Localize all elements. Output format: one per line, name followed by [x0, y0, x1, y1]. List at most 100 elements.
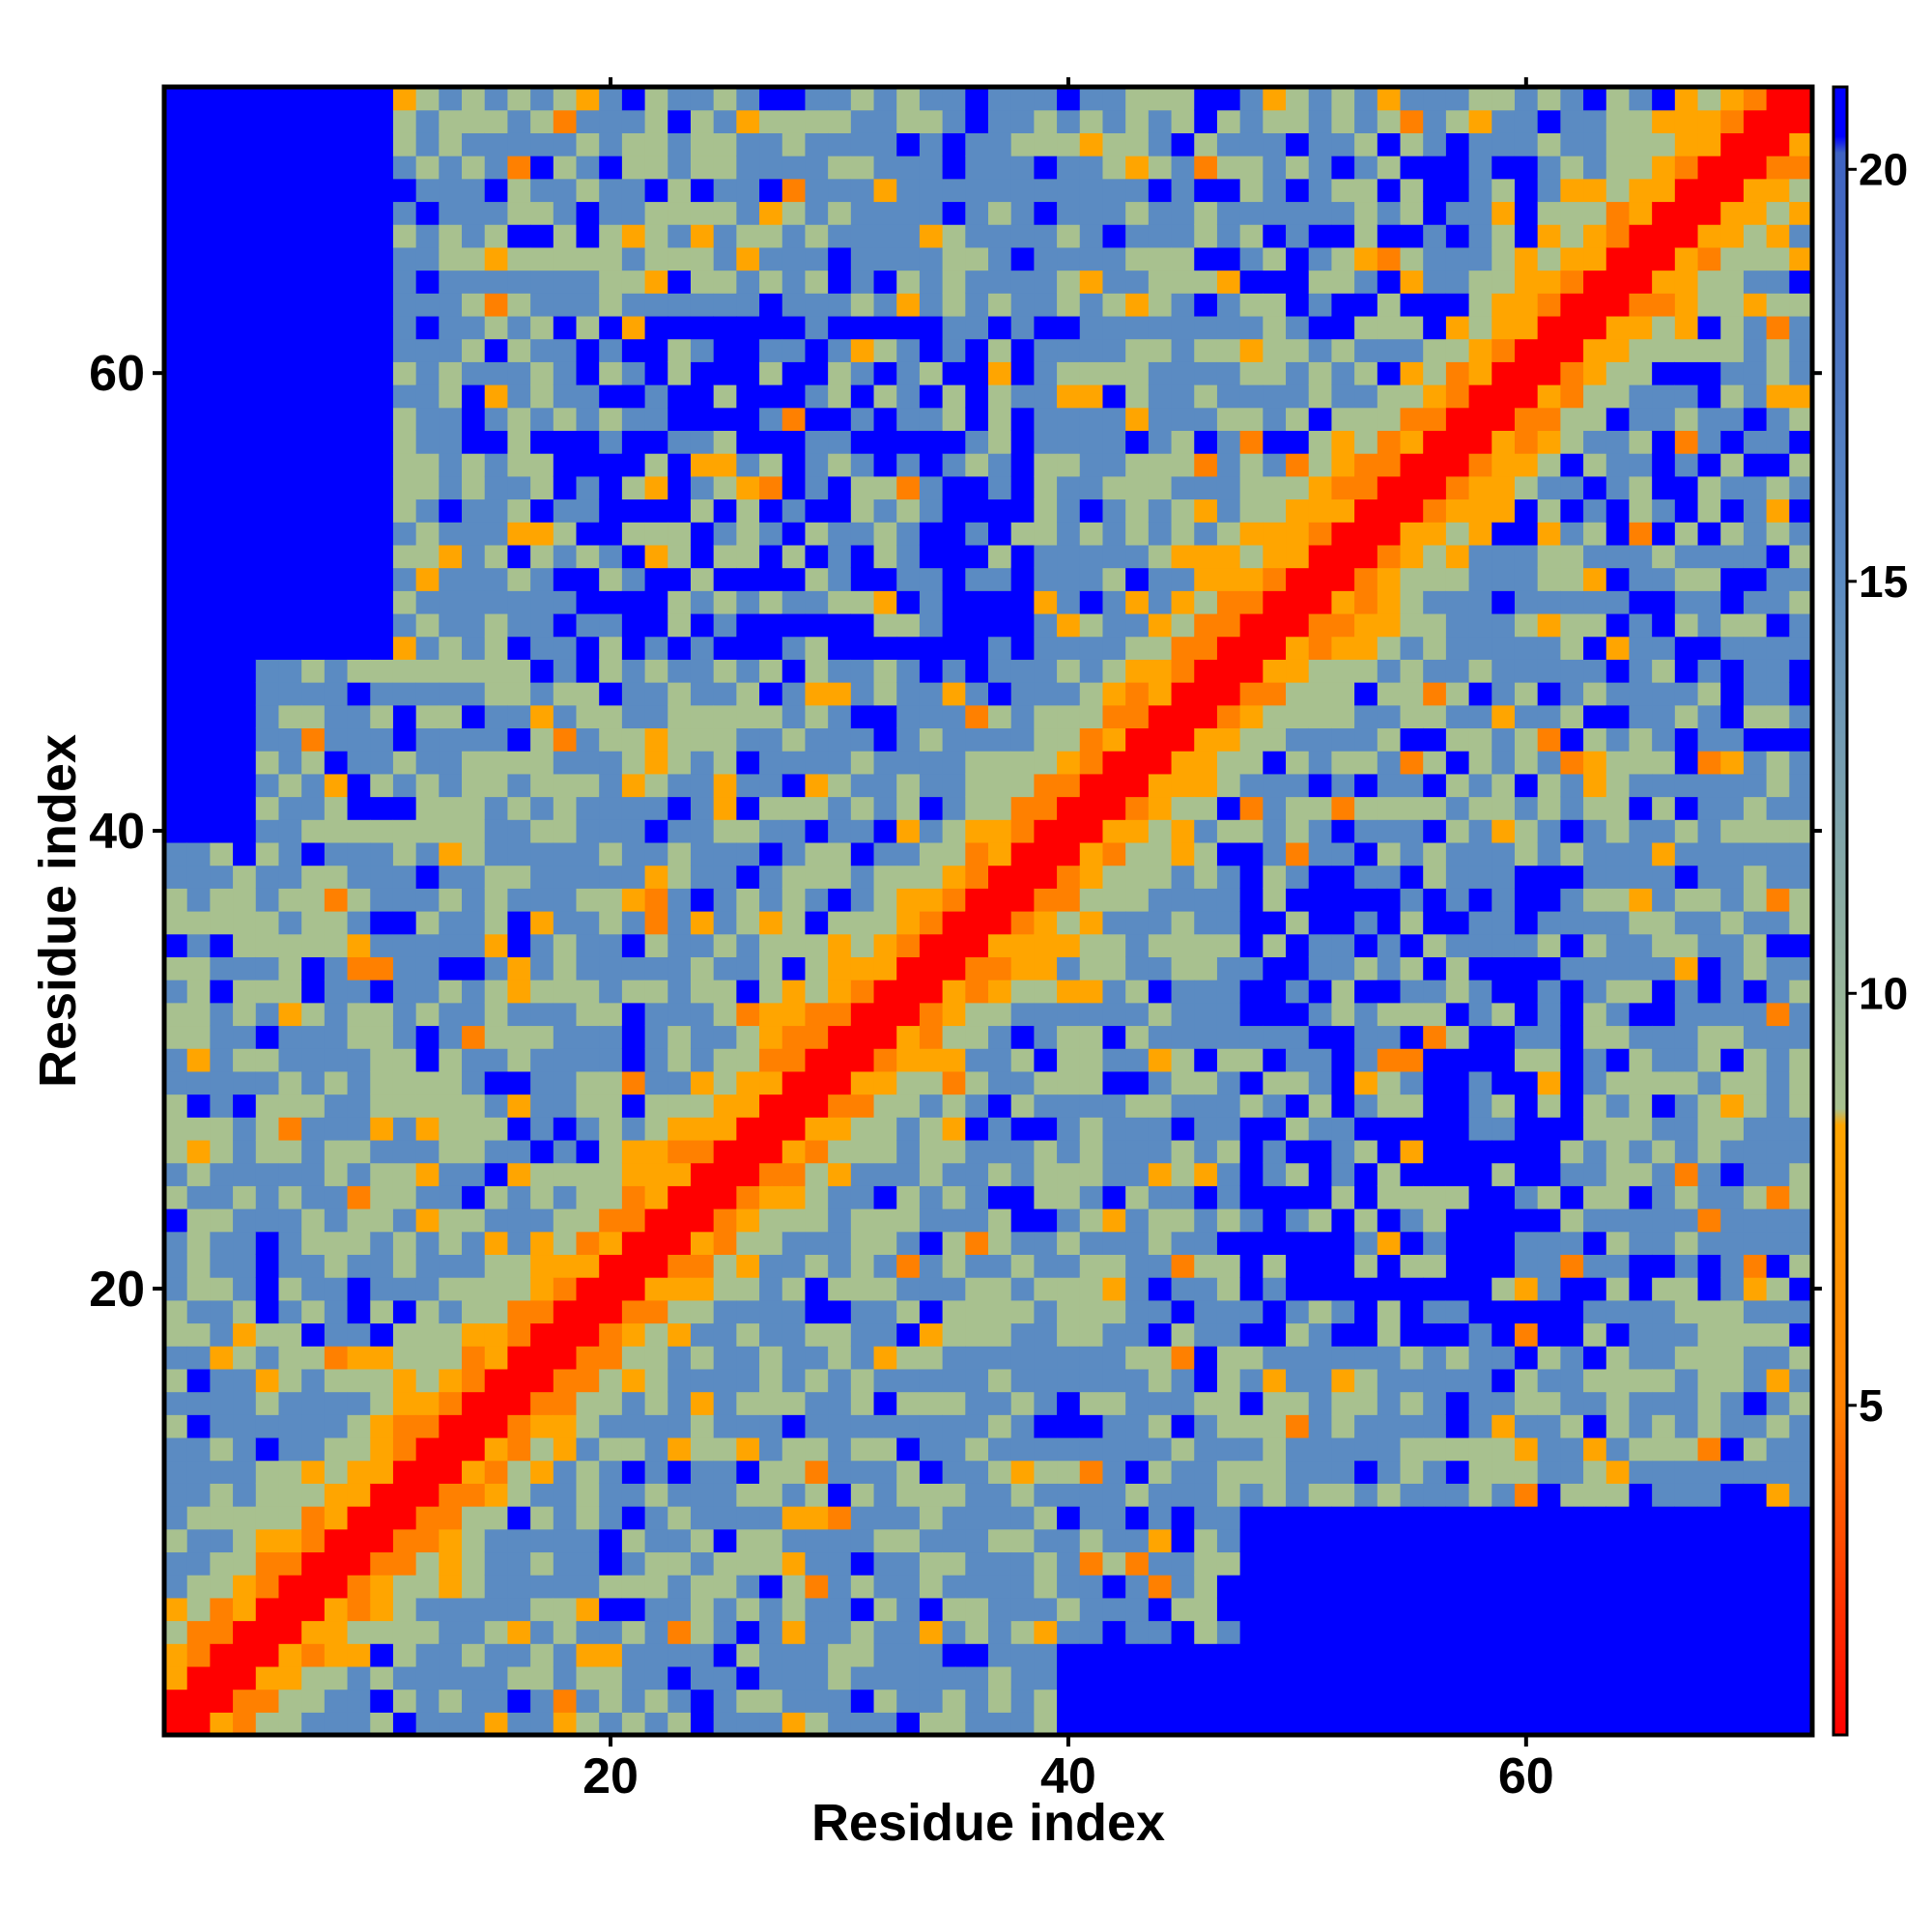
heatmap-cell: [828, 109, 852, 133]
heatmap-cell: [1102, 1528, 1126, 1553]
heatmap-cell: [1652, 980, 1676, 1004]
heatmap-cell: [873, 888, 897, 912]
heatmap-cell: [233, 1506, 257, 1530]
heatmap-cell: [1034, 888, 1058, 912]
heatmap-cell: [1560, 1094, 1584, 1118]
heatmap-cell: [850, 1483, 875, 1507]
heatmap-cell: [439, 132, 463, 156]
heatmap-cell: [805, 1643, 829, 1667]
heatmap-cell: [1560, 87, 1584, 111]
heatmap-cell: [1468, 796, 1492, 820]
heatmap-cell: [1079, 407, 1104, 432]
heatmap-cell: [1148, 1436, 1173, 1462]
heatmap-cell: [507, 1436, 531, 1462]
heatmap-cell: [370, 636, 394, 660]
heatmap-cell: [210, 1665, 234, 1690]
heatmap-cell: [988, 1002, 1012, 1027]
heatmap-cell: [439, 956, 463, 980]
heatmap-cell: [621, 1277, 646, 1301]
heatmap-cell: [1057, 1643, 1081, 1667]
heatmap-cell: [759, 1277, 783, 1301]
heatmap-cell: [370, 659, 394, 683]
heatmap-cell: [713, 933, 737, 957]
heatmap-cell: [324, 1254, 349, 1278]
heatmap-cell: [850, 293, 875, 317]
heatmap-cell: [439, 87, 463, 111]
heatmap-cell: [599, 865, 623, 889]
heatmap-cell: [1652, 1117, 1676, 1141]
heatmap-cell: [1720, 865, 1745, 889]
heatmap-cell: [1697, 87, 1721, 111]
heatmap-cell: [1125, 1208, 1150, 1233]
heatmap-cell: [1445, 1414, 1470, 1438]
heatmap-cell: [347, 1048, 371, 1072]
heatmap-cell: [301, 407, 326, 432]
heatmap-cell: [1239, 132, 1264, 156]
heatmap-cell: [1514, 1277, 1539, 1301]
heatmap-cell: [1674, 1070, 1699, 1095]
heatmap-cell: [828, 156, 852, 180]
heatmap-cell: [1102, 590, 1126, 614]
heatmap-cell: [759, 87, 783, 111]
heatmap-cell: [1652, 522, 1676, 546]
heatmap-cell: [1331, 1460, 1355, 1484]
heatmap-cell: [1057, 612, 1081, 638]
heatmap-cell: [1697, 1070, 1721, 1095]
heatmap-cell: [1743, 1117, 1768, 1141]
heatmap-cell: [781, 956, 807, 980]
heatmap-cell: [1034, 1689, 1058, 1713]
heatmap-cell: [1377, 1346, 1402, 1370]
heatmap-cell: [1400, 841, 1424, 867]
heatmap-cell: [1697, 1299, 1721, 1324]
heatmap-cell: [1331, 87, 1355, 111]
heatmap-cell: [210, 1025, 234, 1049]
heatmap-cell: [1400, 361, 1424, 385]
heatmap-cell: [781, 819, 807, 843]
heatmap-cell: [1148, 109, 1173, 133]
heatmap-cell: [1148, 956, 1173, 980]
heatmap-cell: [873, 1620, 897, 1644]
heatmap-cell: [1194, 1665, 1218, 1690]
heatmap-cell: [301, 1094, 326, 1118]
heatmap-cell: [942, 933, 966, 957]
heatmap-cell: [1057, 270, 1081, 294]
heatmap-cell: [576, 727, 600, 752]
heatmap-cell: [255, 270, 280, 294]
heatmap-cell: [1423, 796, 1447, 820]
heatmap-cell: [1605, 1162, 1631, 1186]
heatmap-cell: [370, 1117, 394, 1141]
heatmap-cell: [1125, 1620, 1150, 1644]
heatmap-cell: [1445, 911, 1470, 935]
heatmap-cell: [599, 1277, 623, 1301]
heatmap-cell: [1263, 1665, 1287, 1690]
heatmap-cell: [1171, 224, 1195, 248]
heatmap-cell: [164, 841, 188, 867]
heatmap-cell: [690, 819, 715, 843]
heatmap-cell: [1423, 1665, 1447, 1690]
heatmap-cell: [484, 407, 509, 432]
heatmap-cell: [278, 475, 302, 500]
heatmap-cell: [599, 1368, 623, 1393]
heatmap-cell: [1034, 315, 1058, 340]
heatmap-cell: [278, 1436, 302, 1462]
heatmap-cell: [1239, 361, 1264, 385]
heatmap-cell: [805, 1025, 829, 1049]
heatmap-cell: [690, 1322, 715, 1347]
heatmap-cell: [576, 612, 600, 638]
heatmap-cell: [301, 1048, 326, 1072]
heatmap-cell: [301, 1208, 326, 1233]
heatmap-cell: [392, 1575, 417, 1599]
heatmap-cell: [1102, 933, 1126, 957]
heatmap-cell: [644, 1299, 668, 1324]
heatmap-cell: [690, 224, 715, 248]
heatmap-cell: [1560, 956, 1584, 980]
heatmap-cell: [828, 956, 852, 980]
heatmap-cell: [1674, 1139, 1699, 1164]
heatmap-cell: [1674, 544, 1699, 569]
heatmap-cell: [1194, 911, 1218, 935]
heatmap-cell: [1194, 1277, 1218, 1301]
heatmap-cell: [1468, 888, 1492, 912]
heatmap-cell: [462, 475, 486, 500]
heatmap-cell: [1239, 1002, 1264, 1027]
heatmap-cell: [278, 659, 302, 683]
